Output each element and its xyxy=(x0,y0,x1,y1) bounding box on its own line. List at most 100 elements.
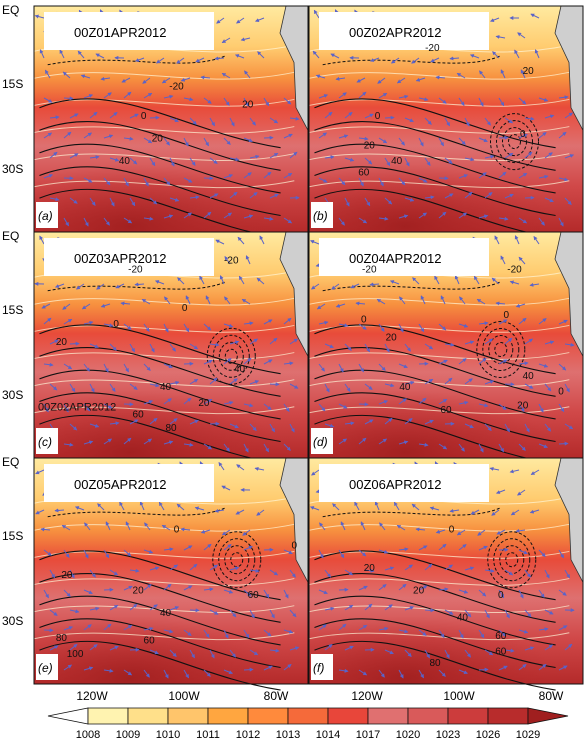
contour-label: -20 xyxy=(362,265,377,276)
wind-arrow xyxy=(376,298,386,305)
wind-arrow xyxy=(229,378,238,385)
anomaly-contour xyxy=(39,143,281,194)
wind-arrow xyxy=(69,569,75,579)
wind-arrow xyxy=(69,197,78,204)
wind-arrow xyxy=(424,563,433,571)
wind-arrow xyxy=(249,192,258,199)
wind-arrow xyxy=(418,137,424,147)
wind-arrow xyxy=(89,343,99,349)
wind-arrow xyxy=(205,295,211,305)
wind-arrow xyxy=(43,403,49,413)
panel-title-box xyxy=(319,12,489,50)
wind-arrow xyxy=(458,97,465,106)
wind-arrow xyxy=(324,343,334,349)
wind-arrow xyxy=(203,543,212,551)
wind-arrow xyxy=(129,419,139,425)
wind-arrow xyxy=(377,77,386,84)
wind-arrow xyxy=(332,503,340,511)
wind-arrow xyxy=(39,49,45,59)
wind-arrow xyxy=(223,323,234,328)
wind-arrow xyxy=(89,197,96,206)
wind-arrow xyxy=(438,669,446,677)
wind-arrow xyxy=(244,70,251,79)
colorbar-tick-label: 1011 xyxy=(196,729,220,741)
high-pressure-shading xyxy=(34,571,308,684)
wind-arrow xyxy=(379,522,386,531)
wind-arrow xyxy=(309,506,320,511)
wind-arrow xyxy=(189,649,195,659)
wind-arrow xyxy=(458,212,468,219)
wind-arrow xyxy=(335,76,346,81)
wind-arrow xyxy=(183,177,193,183)
wind-arrow xyxy=(458,544,467,551)
wind-arrow xyxy=(209,564,219,571)
wind-arrow xyxy=(444,117,450,127)
wind-arrow xyxy=(484,649,494,656)
wind-arrow xyxy=(76,283,85,290)
wind-arrow xyxy=(180,527,191,532)
wind-arrow xyxy=(83,403,91,412)
wind-arrow xyxy=(249,338,259,345)
cyclone-low-contour xyxy=(476,321,526,379)
wind-arrow xyxy=(163,363,173,369)
wind-arrow xyxy=(498,629,507,637)
wind-arrow xyxy=(418,323,425,333)
wind-arrow xyxy=(318,549,324,559)
wind-arrow xyxy=(318,132,328,139)
wind-arrow xyxy=(318,363,325,372)
contour-label: 0 xyxy=(520,129,526,140)
pressure-isobar xyxy=(308,126,570,134)
panel-tag-box xyxy=(311,202,333,228)
wind-arrow xyxy=(524,646,535,651)
wind-arrow xyxy=(123,669,133,676)
wind-arrow xyxy=(558,625,568,631)
wind-arrow xyxy=(123,323,132,330)
pressure-isobar xyxy=(308,71,570,80)
wind-arrow xyxy=(538,97,549,102)
wind-arrow xyxy=(209,649,215,659)
wind-arrow xyxy=(517,489,526,496)
wind-arrow xyxy=(369,57,380,62)
wind-arrow xyxy=(484,192,493,199)
wind-arrow xyxy=(209,377,218,385)
cyclone-low-contour xyxy=(212,531,262,589)
wind-arrow xyxy=(83,549,89,559)
wind-arrow xyxy=(189,117,197,125)
wind-arrow xyxy=(498,403,507,410)
wind-arrow xyxy=(404,606,415,611)
anomaly-contour xyxy=(39,324,281,375)
cyclone-low-contour xyxy=(218,341,244,371)
wind-arrow xyxy=(243,321,254,326)
wind-arrow xyxy=(203,359,213,365)
wind-arrow xyxy=(69,383,76,393)
anomaly-contour xyxy=(39,392,281,443)
wind-arrow xyxy=(524,116,535,121)
anomaly-contour xyxy=(314,347,556,397)
wind-arrow xyxy=(185,295,191,305)
wind-arrow xyxy=(223,629,229,639)
wind-arrow xyxy=(418,212,428,219)
wind-arrow xyxy=(237,236,245,245)
wind-arrow xyxy=(538,403,544,413)
wind-arrow xyxy=(283,403,290,412)
contour-label: -20 xyxy=(169,82,184,93)
wind-arrow xyxy=(358,91,367,99)
anomaly-contour xyxy=(314,414,556,465)
wind-arrow xyxy=(259,235,265,245)
wind-arrow xyxy=(338,134,349,139)
wind-arrow xyxy=(243,172,252,179)
wind-arrow xyxy=(161,77,171,84)
wind-arrow xyxy=(103,549,110,559)
wind-arrow xyxy=(344,197,350,207)
wind-arrow xyxy=(249,154,260,159)
wind-arrow xyxy=(103,323,114,328)
wind-arrow xyxy=(319,522,326,531)
wind-arrow xyxy=(398,177,406,186)
wind-arrow xyxy=(69,153,79,159)
wind-arrow xyxy=(384,417,393,425)
wind-arrow xyxy=(243,137,253,143)
wind-arrow xyxy=(498,359,508,365)
wind-arrow xyxy=(235,509,245,515)
wind-arrow xyxy=(538,443,548,448)
wind-arrow xyxy=(404,380,415,385)
